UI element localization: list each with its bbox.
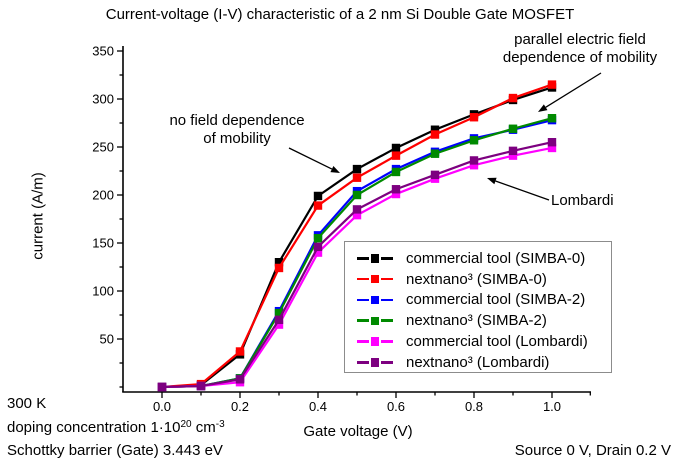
data-point bbox=[313, 234, 323, 243]
doping-unit-exponent: -3 bbox=[215, 419, 225, 430]
data-point bbox=[313, 201, 323, 210]
data-point bbox=[235, 375, 245, 384]
data-point bbox=[469, 161, 479, 170]
legend-item: nextnano³ (SIMBA-0) bbox=[357, 269, 611, 290]
data-point bbox=[508, 124, 518, 133]
annotation-lombardi: Lombardi bbox=[551, 192, 614, 210]
svg-text:0.8: 0.8 bbox=[465, 399, 483, 414]
svg-text:0.4: 0.4 bbox=[309, 399, 327, 414]
data-point bbox=[391, 185, 401, 194]
data-point bbox=[352, 210, 362, 220]
data-point bbox=[547, 138, 557, 147]
annotation-line: Lombardi bbox=[551, 192, 614, 209]
legend-marker-square-icon bbox=[357, 358, 399, 367]
legend-item: nextnano³ (Lombardi) bbox=[357, 352, 611, 373]
data-point bbox=[430, 149, 440, 158]
svg-text:50: 50 bbox=[100, 332, 114, 347]
annotation-line: dependence of mobility bbox=[502, 48, 658, 66]
svg-text:1.0: 1.0 bbox=[543, 399, 561, 414]
doping-text: doping concentration 1·10 bbox=[7, 419, 181, 436]
data-point bbox=[469, 156, 479, 165]
annotation-arrows bbox=[288, 72, 602, 201]
data-point bbox=[313, 191, 323, 201]
legend-label: commercial tool (SIMBA-0) bbox=[406, 249, 586, 267]
svg-text:0.6: 0.6 bbox=[387, 399, 405, 414]
legend-marker-square-icon bbox=[357, 316, 399, 326]
tick-labels: 50 100 150 200 250 300 350 0.0 0.2 0.4 0.6 0.8 1.0 bbox=[92, 44, 561, 415]
series-5 bbox=[157, 138, 557, 392]
legend-item: commercial tool (Lombardi) bbox=[357, 331, 611, 352]
annotation-no-field-dependence: no field dependence of mobility bbox=[169, 112, 304, 147]
legend-item: nextnano³ (SIMBA-2) bbox=[357, 310, 611, 331]
tick-marks bbox=[117, 50, 591, 398]
data-point bbox=[508, 146, 518, 156]
data-point bbox=[430, 170, 440, 180]
data-point bbox=[508, 93, 518, 103]
data-point bbox=[274, 320, 284, 329]
data-point bbox=[391, 151, 401, 160]
legend-marker-square-icon bbox=[357, 274, 399, 284]
legend-item: commercial tool (SIMBA-2) bbox=[357, 290, 611, 311]
legend-label: nextnano³ (SIMBA-2) bbox=[406, 312, 547, 330]
data-point bbox=[274, 315, 284, 324]
data-point bbox=[352, 173, 362, 182]
temperature-note: 300 K bbox=[7, 395, 47, 412]
legend-marker-square-icon bbox=[357, 295, 399, 305]
data-point bbox=[352, 190, 362, 200]
svg-text:350: 350 bbox=[92, 44, 114, 59]
svg-text:100: 100 bbox=[92, 284, 114, 299]
legend: commercial tool (SIMBA-0) nextnano³ (SIM… bbox=[344, 241, 612, 373]
doping-exponent: 20 bbox=[180, 419, 192, 430]
data-point bbox=[196, 381, 206, 391]
source-drain-note: Source 0 V, Drain 0.2 V bbox=[514, 442, 671, 459]
data-point bbox=[274, 258, 284, 267]
data-point bbox=[313, 242, 323, 252]
data-point bbox=[157, 382, 167, 392]
x-axis-label: Gate voltage (V) bbox=[303, 423, 413, 440]
data-point bbox=[469, 113, 479, 122]
data-point bbox=[547, 80, 557, 89]
data-point bbox=[352, 205, 362, 214]
legend-marker-square-icon bbox=[357, 254, 399, 263]
svg-text:200: 200 bbox=[92, 188, 114, 203]
svg-text:150: 150 bbox=[92, 236, 114, 251]
doping-note: doping concentration 1·1020 cm-3 bbox=[7, 419, 225, 436]
svg-text:300: 300 bbox=[92, 92, 114, 107]
data-point bbox=[391, 143, 401, 153]
data-point bbox=[274, 263, 284, 273]
data-point bbox=[430, 130, 440, 139]
schottky-note: Schottky barrier (Gate) 3.443 eV bbox=[7, 442, 223, 459]
svg-text:250: 250 bbox=[92, 140, 114, 155]
annotation-line: of mobility bbox=[203, 129, 271, 147]
data-point bbox=[274, 308, 284, 318]
annotation-line: no field dependence bbox=[169, 112, 305, 129]
data-point bbox=[547, 143, 557, 153]
data-point bbox=[547, 114, 557, 123]
legend-marker-square-icon bbox=[357, 337, 399, 346]
doping-unit: cm bbox=[191, 419, 216, 436]
legend-label: nextnano³ (Lombardi) bbox=[406, 353, 550, 371]
data-point bbox=[313, 248, 323, 257]
legend-label: commercial tool (Lombardi) bbox=[406, 333, 588, 351]
data-point bbox=[391, 167, 401, 177]
legend-label: commercial tool (SIMBA-2) bbox=[406, 291, 586, 309]
data-point bbox=[235, 347, 245, 356]
data-point bbox=[508, 151, 518, 160]
data-point bbox=[430, 125, 440, 134]
svg-text:0.0: 0.0 bbox=[153, 399, 171, 414]
svg-text:0.2: 0.2 bbox=[231, 399, 249, 414]
legend-item: commercial tool (SIMBA-0) bbox=[357, 248, 611, 269]
data-point bbox=[469, 136, 479, 145]
data-point bbox=[352, 164, 362, 174]
data-point bbox=[391, 189, 401, 199]
annotation-line: parallel electric field bbox=[514, 31, 646, 48]
chart-title: Current-voltage (I-V) characteristic of … bbox=[105, 6, 575, 23]
annotation-parallel-field: parallel electric field dependence of mo… bbox=[503, 31, 657, 66]
legend-label: nextnano³ (SIMBA-0) bbox=[406, 270, 547, 288]
